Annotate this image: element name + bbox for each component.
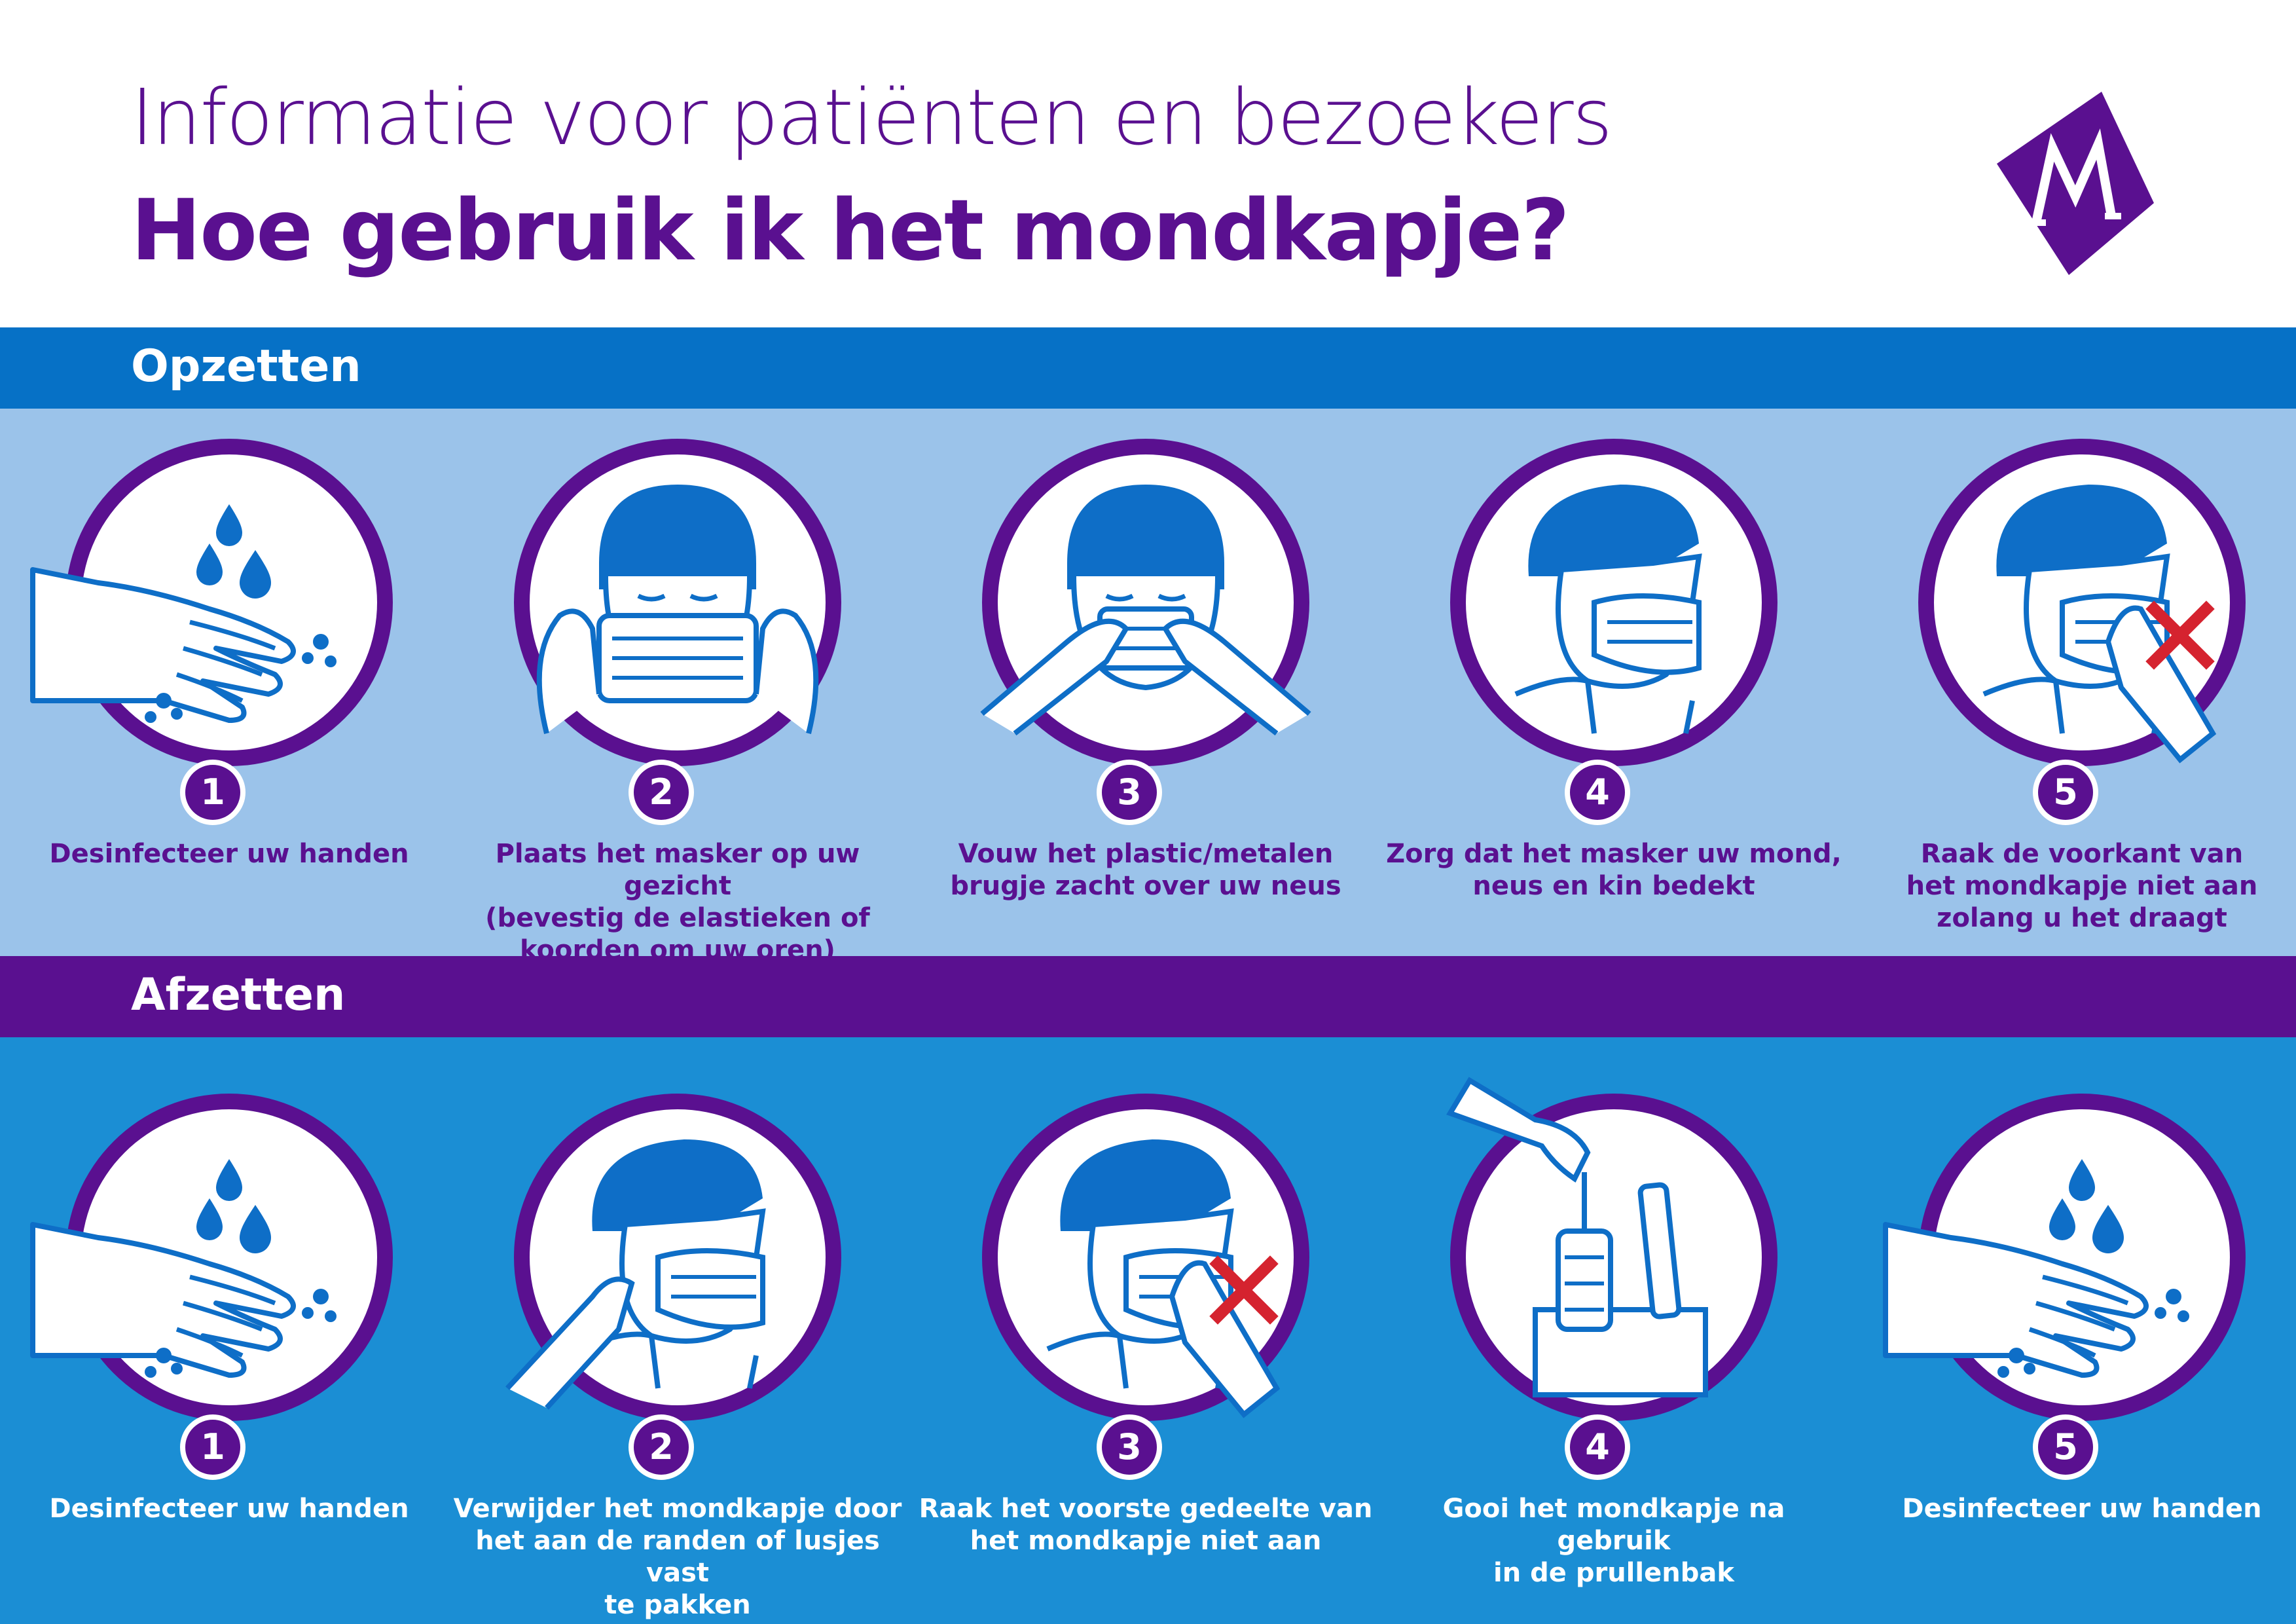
opzetten-band: Opzetten (0, 327, 2296, 409)
page-subtitle: Informatie voor patiënten en bezoekers (131, 72, 1613, 162)
step-number: 2 (629, 1414, 694, 1480)
afzetten-step-1: 1 Desinfecteer uw handen (0, 1074, 458, 1611)
step-number: 3 (1097, 1414, 1162, 1480)
step-caption: Raak de voorkant van het mondkapje niet … (1906, 839, 2258, 933)
opzetten-step-1: 1 Desinfecteer uw handen (0, 419, 458, 956)
afzetten-label: Afzetten (131, 969, 346, 1021)
step-caption: Verwijder het mondkapje door het aan de … (453, 1494, 902, 1620)
hand-wash-icon (1853, 1094, 2246, 1421)
mask-covered-icon (1450, 439, 1777, 766)
step-number: 4 (1565, 760, 1630, 825)
page-title: Hoe gebruik ik het mondkapje? (131, 182, 1570, 280)
fold-nose-bridge-icon (980, 439, 1311, 766)
opzetten-step-4: 4 Zorg dat het masker uw mond, neus en k… (1385, 419, 1843, 956)
header: Informatie voor patiënten en bezoekers H… (0, 0, 2296, 327)
step-caption: Plaats het masker op uw gezicht (bevesti… (485, 839, 870, 965)
opzetten-step-2: 2 Plaats het masker op uw gezicht (beves… (448, 419, 907, 965)
step-number: 4 (1565, 1414, 1630, 1480)
step-caption: Desinfecteer uw handen (49, 839, 409, 869)
no-touch-icon (982, 1094, 1309, 1421)
step-caption: Desinfecteer uw handen (1902, 1494, 2262, 1524)
afzetten-band: Afzetten (0, 956, 2296, 1037)
step-number: 3 (1097, 760, 1162, 825)
step-caption: Raak het voorste gedeelte van het mondka… (919, 1494, 1373, 1556)
step-caption: Desinfecteer uw handen (49, 1494, 409, 1524)
trash-bin-icon (1446, 1077, 1777, 1421)
step-number: 2 (629, 760, 694, 825)
place-mask-icon (514, 439, 841, 766)
step-caption: Vouw het plastic/metalen brugje zacht ov… (950, 839, 1341, 901)
step-number: 5 (2033, 1414, 2098, 1480)
step-number: 5 (2033, 760, 2098, 825)
opzetten-step-5: 5 Raak de voorkant van het mondkapje nie… (1853, 419, 2296, 956)
m-logo-icon (1997, 92, 2154, 275)
hand-wash-icon (0, 439, 393, 766)
step-number: 1 (180, 760, 246, 825)
afzetten-step-4: 4 Gooi het mondkapje na gebruik in de pr… (1385, 1074, 1843, 1611)
step-caption: Zorg dat het masker uw mond, neus en kin… (1386, 839, 1842, 901)
hand-wash-icon (0, 1094, 393, 1421)
step-number: 1 (180, 1414, 246, 1480)
opzetten-label: Opzetten (131, 341, 361, 392)
no-touch-icon (1918, 439, 2246, 766)
opzetten-step-3: 3 Vouw het plastic/metalen brugje zacht … (917, 419, 1375, 956)
step-caption: Gooi het mondkapje na gebruik in de prul… (1442, 1494, 1785, 1588)
afzetten-step-2: 2 Verwijder het mondkapje door het aan d… (448, 1074, 907, 1620)
remove-mask-icon (505, 1094, 841, 1421)
afzetten-step-5: 5 Desinfecteer uw handen (1853, 1074, 2296, 1611)
afzetten-step-3: 3 Raak het voorste gedeelte van het mond… (917, 1074, 1375, 1611)
